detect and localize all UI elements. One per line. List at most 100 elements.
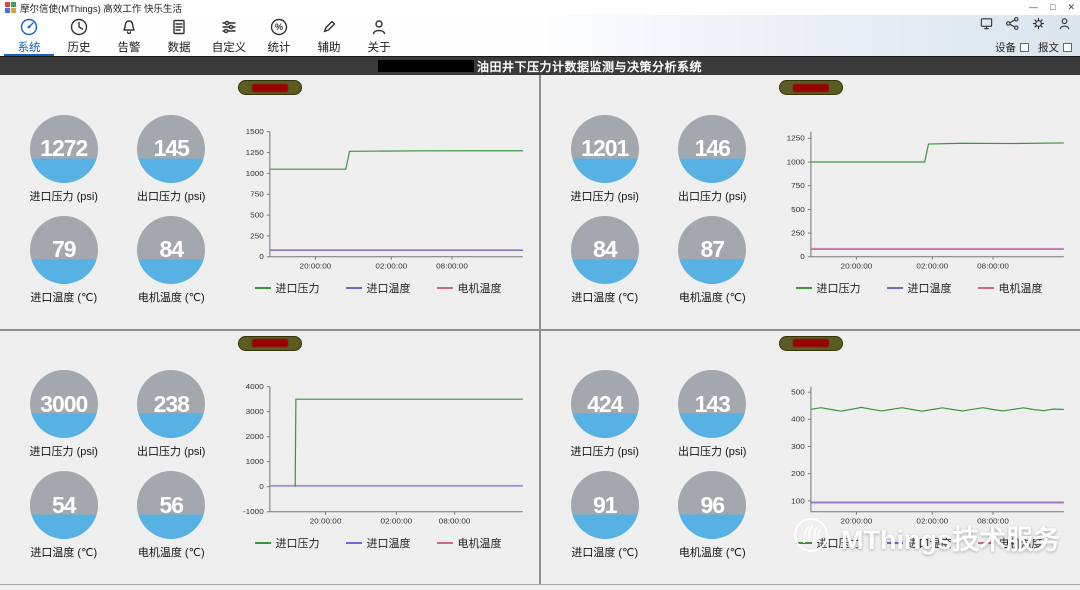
close-button[interactable]: ✕	[1067, 2, 1075, 12]
toolbar-item-data[interactable]: 数据	[154, 15, 204, 56]
toolbar-item-statistics[interactable]: % 统计	[254, 15, 304, 56]
toolbar-item-label: 统计	[267, 41, 291, 54]
toolbar-item-history[interactable]: 历史	[54, 15, 104, 56]
toolbar-item-about[interactable]: 关于	[354, 15, 404, 56]
gauge-value: 84	[570, 215, 639, 284]
gauge-label: 出口压力 (psi)	[678, 190, 747, 203]
legend-item-inlet-temp: 进口温度	[886, 535, 952, 551]
gauge-outlet-pressure: 145 出口压力 (psi)	[118, 114, 226, 204]
gauge-label: 出口压力 (psi)	[137, 446, 206, 459]
panel-well-1: 1272 进口压力 (psi) 145 出口压力 (psi) 79 进口温度 (…	[0, 75, 539, 329]
svg-text:100: 100	[791, 497, 805, 506]
gauge-label: 进口压力 (psi)	[29, 190, 98, 203]
toolbar-toggles: 设备 报文	[995, 40, 1072, 55]
minimize-button[interactable]: —	[1029, 2, 1039, 12]
gauge-inlet-pressure: 424 进口压力 (psi)	[551, 370, 659, 459]
toolbar-item-label: 历史	[67, 41, 91, 54]
gauge-outlet-pressure: 143 出口压力 (psi)	[659, 370, 767, 459]
svg-text:750: 750	[791, 181, 805, 190]
window-bottom-edge	[0, 584, 1080, 590]
svg-text:02:00:00: 02:00:00	[916, 261, 948, 270]
gauge-label: 进口温度 (℃)	[571, 547, 639, 560]
gauge-label: 进口温度 (℃)	[30, 547, 98, 560]
legend-label: 进口压力	[816, 282, 861, 295]
legend-label: 进口压力	[275, 282, 320, 295]
svg-text:0: 0	[259, 483, 264, 492]
panel-badge[interactable]	[778, 335, 843, 351]
custom-sliders-icon	[219, 17, 239, 38]
toolbar-item-label: 系统	[17, 41, 41, 54]
toolbar-item-custom[interactable]: 自定义	[204, 15, 254, 56]
legend-item-inlet-pressure: 进口压力	[795, 535, 861, 551]
svg-text:250: 250	[791, 228, 805, 237]
toolbar-item-label: 自定义	[211, 41, 247, 54]
legend-line-swatch	[436, 542, 453, 545]
about-person-icon	[369, 17, 389, 38]
toolbar-item-auxiliary[interactable]: 辅助	[304, 15, 354, 56]
legend-line-swatch	[254, 542, 271, 545]
panel-badge[interactable]	[237, 335, 302, 351]
gauge-value: 146	[678, 114, 747, 183]
toolbar-right-icons	[979, 16, 1072, 36]
toolbar-item-alarm[interactable]: 告警	[104, 15, 154, 56]
svg-text:08:00:00: 08:00:00	[977, 261, 1009, 270]
legend-item-inlet-temp: 进口温度	[345, 535, 411, 551]
legend-label: 进口温度	[366, 538, 411, 551]
legend-item-motor-temp: 电机温度	[977, 535, 1043, 551]
gauge-label: 电机温度 (℃)	[137, 547, 205, 560]
svg-text:500: 500	[250, 210, 264, 219]
trend-line-chart: 0 250 500 750 1000 1250 20:00:00 02:00:00 08:00:…	[787, 131, 1064, 270]
alarm-bell-icon	[119, 17, 139, 38]
svg-text:20:00:00: 20:00:00	[841, 261, 873, 270]
svg-text:20:00:00: 20:00:00	[300, 261, 332, 270]
panel-well-2: 1201 进口压力 (psi) 146 出口压力 (psi) 84 进口温度 (…	[541, 75, 1080, 329]
message-checkbox[interactable]	[1063, 43, 1072, 52]
svg-text:4000: 4000	[246, 383, 265, 392]
toolbar-item-system[interactable]: 系统	[4, 15, 54, 56]
panel-badge[interactable]	[778, 80, 843, 95]
gauge-value: 424	[570, 370, 639, 439]
device-toggle[interactable]: 设备	[995, 40, 1029, 55]
trend-line-chart: 100 200 300 400 500 20:00:00 02:00:00 08:00:00	[791, 386, 1064, 526]
toolbar-right-cluster: 设备 报文	[979, 15, 1076, 56]
gauge-value: 145	[137, 114, 206, 183]
share-nodes-icon[interactable]	[1005, 16, 1020, 36]
gauge-label: 进口压力 (psi)	[570, 446, 639, 459]
device-checkbox[interactable]	[1020, 43, 1029, 52]
legend-item-motor-temp: 电机温度	[436, 280, 502, 296]
legend-label: 进口压力	[816, 538, 861, 551]
svg-text:20:00:00: 20:00:00	[310, 517, 342, 526]
legend-item-motor-temp: 电机温度	[436, 535, 502, 551]
toolbar-item-label: 关于	[367, 41, 391, 54]
message-toggle[interactable]: 报文	[1038, 40, 1072, 55]
legend-label: 电机温度	[998, 538, 1043, 551]
gauge-motor-temperature: 96 电机温度 (℃)	[659, 471, 767, 560]
svg-text:%: %	[275, 22, 283, 32]
legend-label: 进口温度	[366, 282, 411, 295]
legend-item-inlet-pressure: 进口压力	[795, 280, 861, 296]
gauge-inlet-temperature: 79 进口温度 (℃)	[10, 215, 118, 305]
gauge-inlet-temperature: 84 进口温度 (℃)	[551, 215, 659, 305]
panel-badge-redacted-text	[251, 83, 288, 92]
gauge-value: 96	[678, 471, 747, 540]
report-window-icon[interactable]	[979, 16, 994, 36]
gauge-inlet-pressure: 1201 进口压力 (psi)	[551, 114, 659, 204]
gauge-value: 1272	[29, 114, 98, 183]
svg-text:2000: 2000	[246, 433, 265, 442]
panel-badge[interactable]	[237, 80, 302, 95]
gauge-value: 3000	[29, 370, 98, 439]
dashboard-grid: 1272 进口压力 (psi) 145 出口压力 (psi) 79 进口温度 (…	[0, 75, 1080, 584]
svg-text:1000: 1000	[246, 458, 265, 467]
chart-area: 0 250 500 750 1000 1250 1500 20:00:00 02:00:00 08…	[225, 75, 539, 329]
gauge-value: 87	[678, 215, 747, 284]
panel-badge-redacted-text	[251, 339, 288, 347]
legend-item-inlet-temp: 进口温度	[345, 280, 411, 296]
gauge-value: 238	[137, 370, 206, 439]
user-icon[interactable]	[1057, 16, 1072, 36]
maximize-button[interactable]: □	[1050, 2, 1056, 12]
legend-item-inlet-temp: 进口温度	[886, 280, 952, 296]
svg-text:08:00:00: 08:00:00	[977, 517, 1009, 526]
svg-text:02:00:00: 02:00:00	[375, 261, 407, 270]
gear-icon[interactable]	[1031, 16, 1046, 36]
chart-legend: 进口压力 进口温度 电机温度	[225, 535, 531, 551]
